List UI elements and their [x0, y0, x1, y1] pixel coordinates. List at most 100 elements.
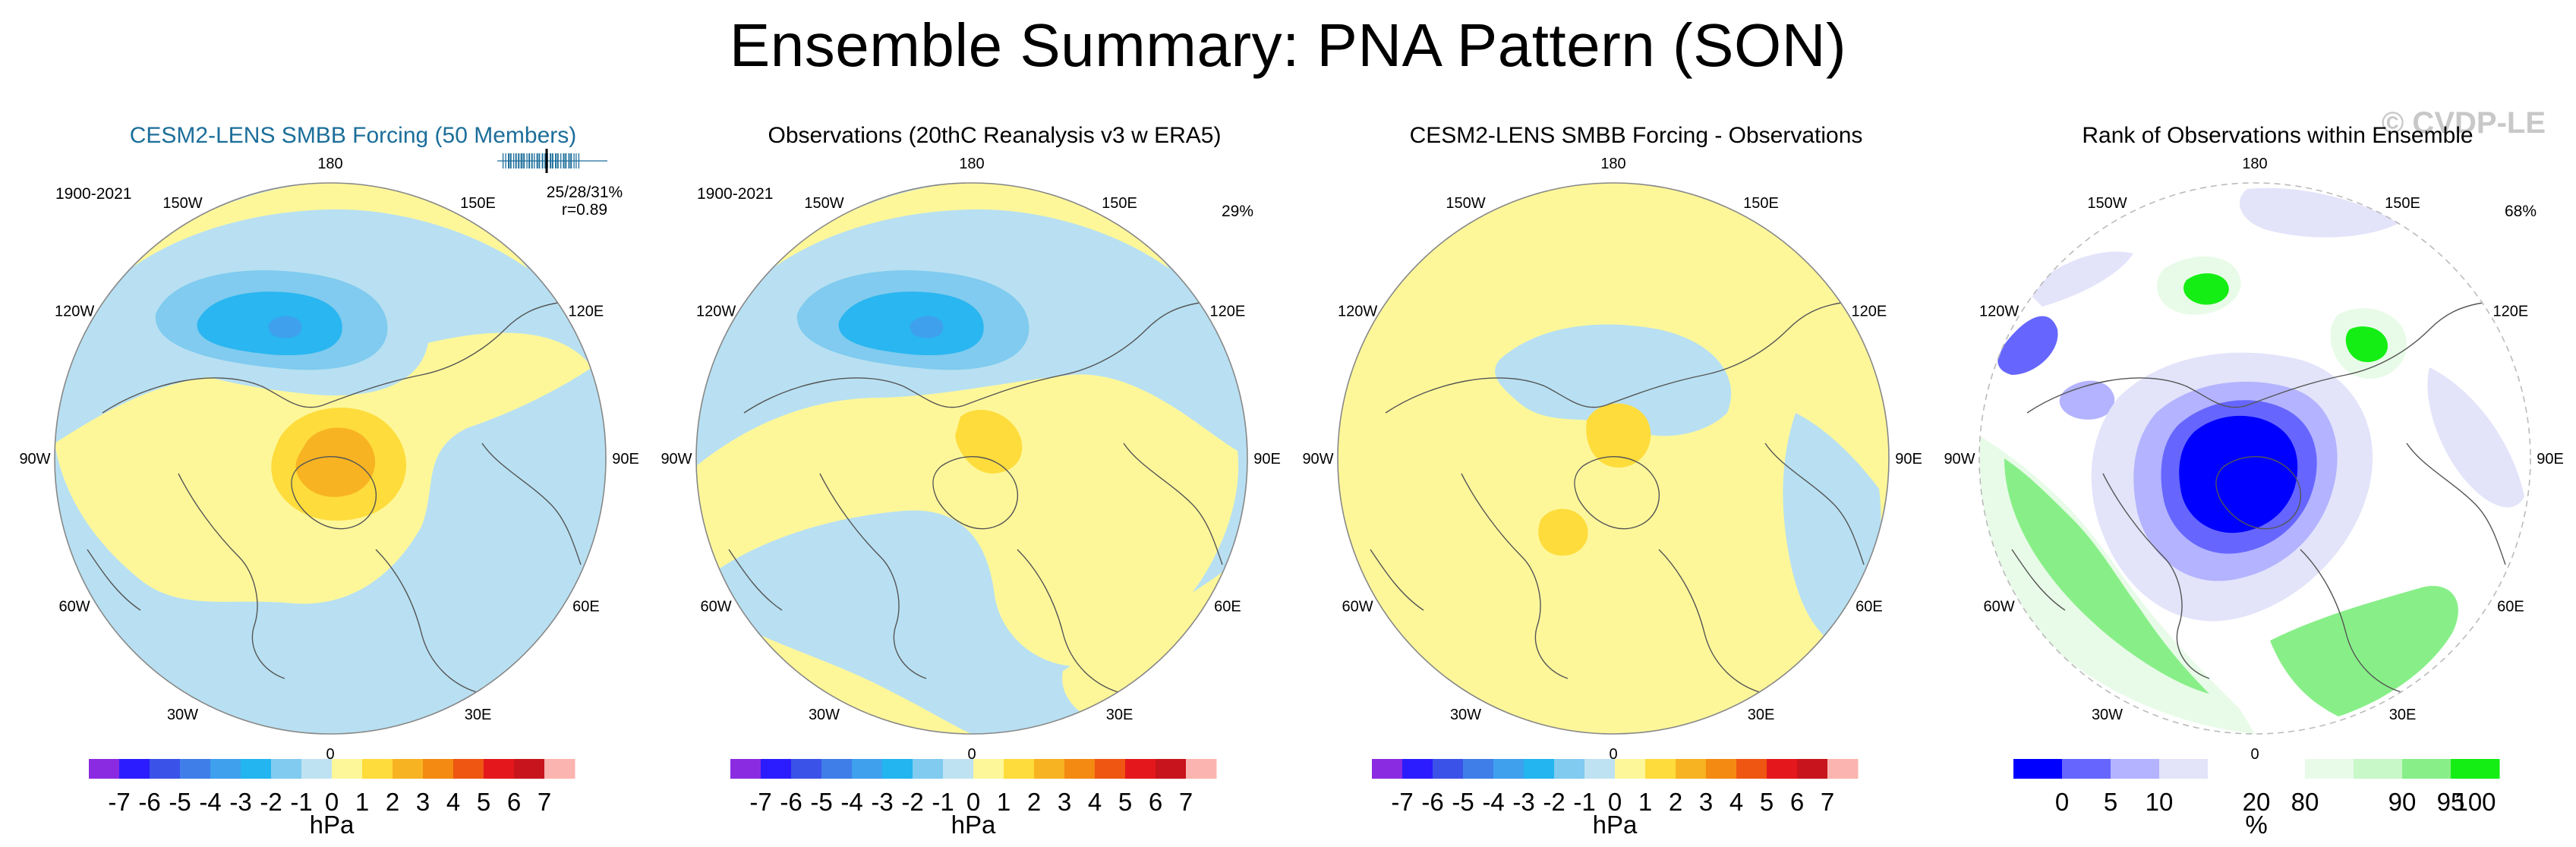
- lon-label-90W: 90W: [661, 451, 692, 468]
- period-label: 1900-2021: [697, 185, 773, 203]
- colorbar-tick: 100: [2454, 788, 2496, 816]
- colorbar-tick: -1: [932, 788, 954, 816]
- coastline-5: [1370, 549, 1424, 611]
- coastline-2: [2102, 473, 2210, 679]
- coastline-0: [102, 302, 559, 414]
- colorbar-swatch: [761, 759, 792, 779]
- lon-label-150W: 150W: [2087, 195, 2127, 212]
- colorbar-swatch: [2159, 759, 2209, 779]
- colorbar-swatch: [1736, 759, 1767, 779]
- colorbar-tick: 10: [2146, 788, 2174, 816]
- lon-label-150E: 150E: [2385, 195, 2420, 212]
- colorbar-tick: -7: [749, 788, 771, 816]
- lon-label-30E: 30E: [465, 707, 492, 723]
- colorbar-swatch: [210, 759, 241, 779]
- colorbar-swatch: [1125, 759, 1156, 779]
- lon-label-60W: 60W: [701, 599, 732, 616]
- field-region-highDiff2: [1538, 509, 1588, 556]
- colorbar-tick: 4: [1729, 788, 1743, 816]
- colorbar-swatch: [1095, 759, 1126, 779]
- colorbar-swatch: [484, 759, 515, 779]
- map-border: [54, 182, 607, 735]
- colorbar-swatch: [882, 759, 913, 779]
- colorbar-swatch: [2256, 759, 2306, 779]
- lon-label-150E: 150E: [460, 195, 496, 212]
- colorbar-swatch: [241, 759, 272, 779]
- field-region-rankWhiteTop: [2240, 187, 2399, 238]
- coastline-1: [1574, 456, 1660, 530]
- lon-label-90E: 90E: [1895, 451, 1922, 468]
- colorbar-swatch: [1463, 759, 1494, 779]
- lon-label-30E: 30E: [1106, 707, 1134, 723]
- lon-label-0: 0: [326, 746, 334, 763]
- lon-label-120E: 120E: [569, 304, 604, 320]
- colorbar-swatch: [1827, 759, 1859, 779]
- lon-label-30E: 30E: [2389, 707, 2417, 723]
- colorbar-tick: 2: [1669, 788, 1682, 816]
- colorbar-tick: 3: [416, 788, 430, 816]
- colorbar-swatch: [1186, 759, 1217, 779]
- colorbar-swatch: [423, 759, 454, 779]
- lon-label-120W: 120W: [1979, 304, 2019, 320]
- colorbar-swatch: [150, 759, 181, 779]
- colorbar-tick: 5: [477, 788, 490, 816]
- colorbar-swatch: [2451, 759, 2500, 779]
- colorbar-swatch: [852, 759, 883, 779]
- lon-label-150E: 150E: [1102, 195, 1137, 212]
- field-region-blueDiff: [1495, 324, 1732, 436]
- lon-label-60E: 60E: [1214, 599, 1241, 616]
- field-region-rankWhiteRight: [2427, 367, 2524, 508]
- colorbar-tick: 5: [1760, 788, 1774, 816]
- colorbar-swatch: [1797, 759, 1828, 779]
- lon-label-30W: 30W: [809, 707, 840, 723]
- colorbar-swatch: [332, 759, 363, 779]
- lon-label-150W: 150W: [1446, 195, 1485, 212]
- colorbar-swatch: [1584, 759, 1616, 779]
- colorbar-swatch: [1767, 759, 1798, 779]
- map-panel-4: Rank of Observations within Ensemble 180 1…: [1944, 114, 2576, 842]
- colorbar-swatch: [1004, 759, 1035, 779]
- colorbar-tick: -4: [199, 788, 221, 816]
- field-region-rankGreenRight3: [2345, 326, 2388, 363]
- lon-label-30W: 30W: [2092, 707, 2123, 723]
- watermark-text: © CVDP-LE: [2381, 106, 2546, 140]
- colorbar-tick: -7: [108, 788, 130, 816]
- colorbar-tick: 20: [2243, 788, 2271, 816]
- colorbar-swatch: [271, 759, 302, 779]
- lon-label-180: 180: [959, 156, 984, 172]
- field-region-rankGreenTop2: [2183, 273, 2229, 305]
- coastline-2: [1461, 473, 1569, 679]
- lon-label-60E: 60E: [1856, 599, 1883, 616]
- colorbar-tick: -5: [810, 788, 832, 816]
- colorbar-tick: 0: [1608, 788, 1622, 816]
- colorbar-tick: -2: [260, 788, 282, 816]
- lon-label-150W: 150W: [162, 195, 202, 212]
- colorbar-unit: hPa: [1593, 811, 1638, 839]
- stats-label: 68%: [2505, 203, 2537, 220]
- lon-label-60E: 60E: [572, 599, 600, 616]
- colorbar-swatch: [2062, 759, 2111, 779]
- panel-title-1: CESM2-LENS SMBB Forcing (50 Members): [129, 123, 577, 148]
- colorbar-swatch: [1706, 759, 1737, 779]
- stats-label: 29%: [1222, 203, 1253, 220]
- lon-label-60W: 60W: [1984, 599, 2015, 616]
- coastline-0: [743, 302, 1200, 414]
- field-region-topCap: [767, 183, 1169, 272]
- lon-label-0: 0: [1609, 746, 1617, 763]
- colorbar-tick: 3: [1058, 788, 1071, 816]
- coastline-5: [2011, 549, 2066, 611]
- lon-label-180: 180: [1600, 156, 1625, 172]
- colorbar-tick: 2: [1027, 788, 1041, 816]
- field-region-yellowObs3: [1062, 572, 1222, 720]
- colorbar-tick: -6: [1421, 788, 1443, 816]
- colorbar-tick: 0: [325, 788, 339, 816]
- figure-title: Ensemble Summary: PNA Pattern (SON): [729, 11, 1847, 79]
- colorbar-tick: -3: [229, 788, 251, 816]
- correlation-label: r=0.89: [562, 201, 607, 219]
- colorbar-tick: -6: [138, 788, 160, 816]
- coastline-4: [1123, 442, 1223, 565]
- colorbar-swatch: [1372, 759, 1403, 779]
- colorbar-swatch: [1645, 759, 1676, 779]
- colorbar-swatch: [2013, 759, 2063, 779]
- period-label: 1900-2021: [55, 185, 131, 203]
